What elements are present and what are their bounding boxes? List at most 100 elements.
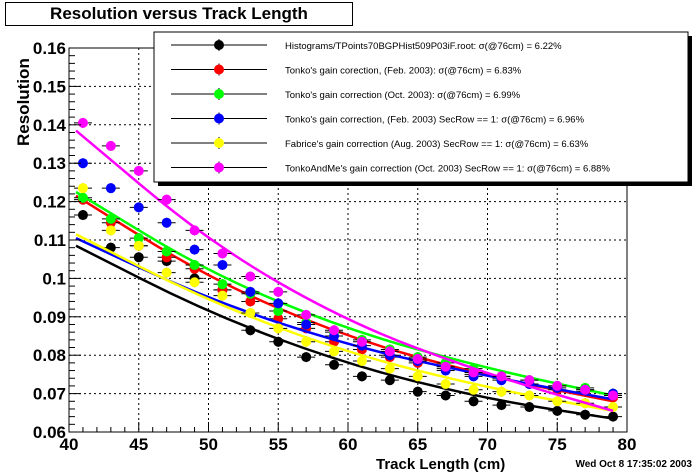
- data-point: [189, 259, 200, 270]
- chart-title: Resolution versus Track Length: [5, 2, 353, 26]
- y-tick-label: 0.14: [33, 116, 67, 135]
- data-point: [133, 165, 144, 176]
- series-6: [73, 117, 623, 413]
- data-point: [105, 140, 116, 151]
- data-point: [329, 346, 340, 357]
- x-tick-label: 75: [548, 435, 567, 454]
- data-point: [189, 244, 200, 255]
- fit-line: [75, 236, 614, 401]
- data-point: [496, 400, 507, 411]
- data-point: [356, 355, 367, 366]
- data-point: [468, 367, 479, 378]
- legend-marker: [214, 113, 224, 124]
- data-point: [524, 375, 535, 386]
- y-tick-label: 0.16: [33, 39, 66, 58]
- data-point: [245, 296, 256, 307]
- data-point: [245, 325, 256, 336]
- data-point: [552, 405, 563, 416]
- x-tick-label: 65: [408, 435, 427, 454]
- data-point: [301, 319, 312, 330]
- y-tick-label: 0.13: [33, 154, 66, 173]
- legend-entry-label: Histograms/TPoints70BGPHist509P03iF.root…: [285, 41, 562, 52]
- data-point: [273, 306, 284, 317]
- data-point: [77, 192, 88, 203]
- data-point: [133, 252, 144, 263]
- y-axis-label: Resolution: [14, 58, 33, 146]
- fit-line: [75, 194, 614, 403]
- data-point: [384, 375, 395, 386]
- data-point: [245, 286, 256, 297]
- data-point: [329, 359, 340, 370]
- fit-line: [75, 244, 614, 420]
- data-point: [161, 217, 172, 228]
- legend-marker: [214, 138, 224, 148]
- x-tick-label: 70: [478, 435, 497, 454]
- data-point: [273, 336, 284, 347]
- data-point: [440, 379, 451, 389]
- y-tick-label: 0.15: [33, 77, 66, 96]
- data-point: [580, 409, 591, 420]
- data-point: [580, 384, 591, 395]
- x-tick-label: 80: [618, 435, 637, 454]
- data-point: [273, 298, 284, 309]
- data-point: [356, 336, 367, 347]
- data-point: [77, 117, 88, 128]
- data-point: [468, 384, 479, 395]
- data-point: [189, 225, 200, 236]
- y-tick-label: 0.1: [42, 269, 66, 288]
- data-point: [412, 371, 423, 382]
- data-point: [496, 371, 507, 382]
- data-point: [552, 380, 563, 391]
- data-point: [356, 371, 367, 382]
- y-tick-label: 0.09: [33, 308, 66, 327]
- series-3: [73, 190, 623, 399]
- data-point: [217, 248, 228, 259]
- data-point: [412, 386, 423, 397]
- data-point: [245, 307, 256, 318]
- data-point: [77, 210, 88, 221]
- x-tick-label: 55: [269, 435, 288, 454]
- legend-entry-label: Tonko's gain corection, (Feb. 2003): σ(@…: [285, 66, 522, 77]
- data-point: [329, 325, 340, 336]
- data-point: [161, 246, 172, 257]
- data-point: [133, 202, 144, 213]
- data-point: [301, 352, 312, 363]
- data-point: [133, 233, 144, 244]
- data-point: [412, 354, 423, 365]
- legend-entry-label: Fabrice's gain correction (Aug. 2003) Se…: [285, 139, 589, 150]
- data-point: [273, 323, 284, 334]
- data-point: [217, 290, 228, 301]
- data-point: [496, 386, 507, 397]
- series-5: [73, 183, 623, 413]
- x-tick-label: 45: [129, 435, 148, 454]
- y-tick-label: 0.08: [33, 346, 66, 365]
- x-tick-label: 50: [199, 435, 218, 454]
- data-point: [189, 277, 200, 288]
- x-tick-label: 40: [60, 435, 79, 454]
- data-point: [301, 309, 312, 320]
- legend-marker: [214, 64, 224, 75]
- data-point: [468, 396, 479, 407]
- data-point: [384, 346, 395, 357]
- legend-marker: [214, 162, 224, 173]
- data-point: [217, 279, 228, 290]
- legend-marker: [214, 40, 224, 50]
- data-point: [440, 390, 451, 401]
- data-point: [217, 259, 228, 270]
- legend-entry-label: TonkoAndMe's gain correction (Oct. 2003)…: [285, 164, 610, 175]
- data-point: [105, 183, 116, 194]
- data-point: [384, 363, 395, 374]
- y-tick-label: 0.11: [34, 231, 66, 250]
- data-point: [524, 402, 535, 413]
- data-point: [524, 390, 535, 401]
- data-point: [133, 240, 144, 251]
- data-point: [77, 158, 88, 169]
- legend: Histograms/TPoints70BGPHist509P03iF.root…: [153, 31, 692, 186]
- data-point: [161, 267, 172, 278]
- data-point: [273, 286, 284, 297]
- legend-entry-label: Tonko's gain correction, (Feb. 2003) Sec…: [285, 115, 585, 126]
- legend-entry-label: Tonko's gain correction (Oct. 2003): σ(@…: [285, 90, 521, 101]
- legend-box: [153, 31, 689, 183]
- data-point: [161, 194, 172, 205]
